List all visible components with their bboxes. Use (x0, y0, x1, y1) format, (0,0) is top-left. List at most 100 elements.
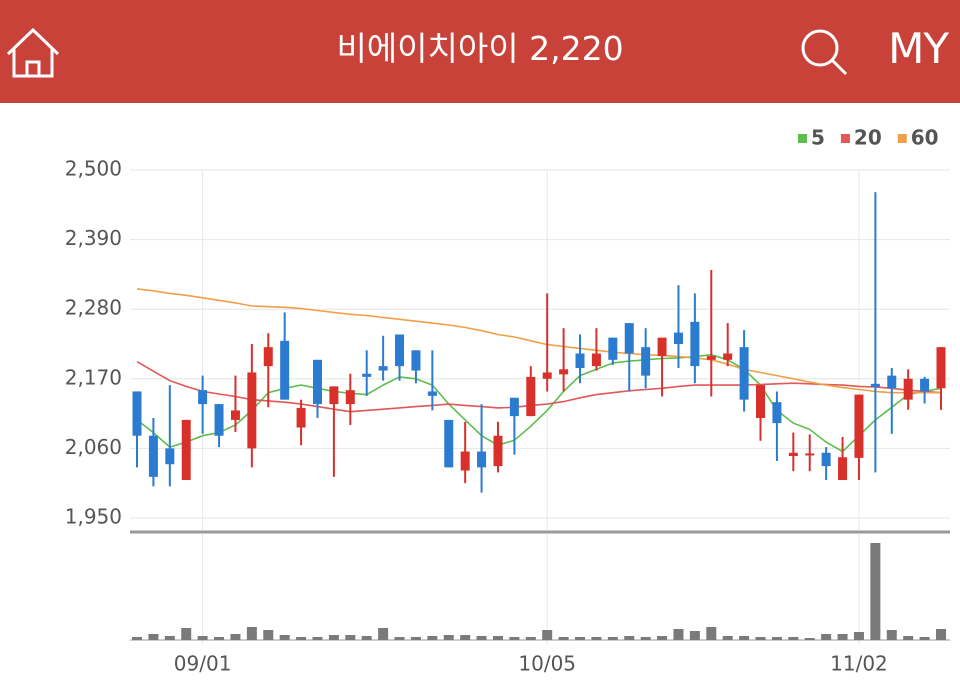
y-tick-label: 2,060 (65, 435, 122, 459)
volume-bar (706, 627, 717, 640)
candle-body (296, 407, 306, 428)
volume-bar (181, 628, 192, 640)
candle-body (181, 419, 191, 481)
volume-bar (919, 637, 930, 640)
volume-bar (739, 636, 750, 640)
volume-bar (394, 637, 405, 640)
candle-body (756, 385, 766, 419)
volume-bar (230, 634, 241, 640)
volume-bar (427, 636, 438, 640)
y-tick-label: 2,390 (65, 226, 122, 250)
candle-body (591, 353, 601, 367)
volume-bar (591, 637, 602, 640)
candle-body (657, 337, 667, 357)
candle-body (641, 347, 651, 376)
volume-bar (903, 636, 914, 640)
ma-line (136, 353, 942, 453)
candle-body (263, 347, 273, 367)
volume-bar (936, 629, 946, 640)
candle-body (214, 404, 224, 436)
my-menu[interactable]: MY (888, 24, 949, 73)
candle-body (460, 451, 470, 471)
volume-bar (492, 636, 503, 640)
home-button[interactable] (2, 18, 72, 88)
candle-body (395, 334, 405, 367)
volume-bar (361, 636, 372, 640)
candle-body (624, 323, 634, 354)
volume-bar (214, 637, 225, 640)
x-tick-label: 09/01 (174, 652, 232, 676)
legend-label: 60 (911, 126, 939, 150)
volume-bar (378, 628, 389, 640)
candle-body (427, 391, 437, 396)
candle-body (493, 435, 503, 467)
search-button[interactable] (796, 24, 856, 84)
volume-bar (886, 630, 897, 640)
volume-bar (788, 637, 799, 640)
candle-body (920, 378, 930, 392)
candle-body (887, 375, 897, 389)
candle-body (936, 347, 946, 389)
candle-body (854, 394, 864, 458)
candle-body (821, 452, 831, 467)
volume-bar (525, 637, 536, 640)
volume-bar (722, 636, 733, 640)
volume-bar (263, 630, 274, 640)
candle-body (870, 383, 880, 388)
candle-body (312, 359, 322, 405)
volume-bar (296, 637, 307, 640)
candle-body (772, 402, 782, 424)
candle-body (805, 453, 815, 456)
volume-bar (410, 637, 421, 640)
candle-body (444, 419, 454, 468)
candle-body (329, 386, 339, 405)
ma-line (136, 361, 942, 413)
candle-body (690, 321, 700, 367)
volume-bar (476, 636, 487, 640)
legend-swatch (798, 134, 807, 143)
x-tick-label: 10/05 (518, 652, 576, 676)
volume-bar (558, 637, 569, 640)
volume-bar (148, 634, 159, 640)
candle-body (378, 366, 388, 371)
volume-bar (246, 627, 257, 640)
volume-bar (132, 637, 142, 640)
volume-bar (345, 635, 356, 640)
volume-bar (197, 636, 208, 640)
candle-body (165, 448, 175, 465)
candle-body (247, 372, 257, 449)
candle-body (132, 391, 142, 436)
volume-bar (673, 629, 684, 640)
candle-body (723, 353, 733, 360)
candle-body (542, 372, 552, 379)
volume-bar (279, 635, 290, 640)
volume-bar (771, 637, 782, 640)
candle-body (148, 435, 158, 477)
candle-body (230, 410, 240, 420)
stock-title: 비에이치아이 2,220 (336, 29, 624, 68)
candle-body (509, 397, 519, 417)
candle-body (559, 369, 569, 375)
candle-body (788, 452, 798, 456)
candle-body (575, 353, 585, 369)
y-tick-label: 2,500 (65, 157, 122, 181)
volume-bar (804, 638, 815, 640)
candle-body (345, 390, 355, 405)
candle-body (706, 356, 716, 360)
legend-swatch (897, 134, 907, 143)
volume-bar (624, 636, 635, 640)
candle-body (362, 373, 372, 377)
app-header: 비에이치아이 2,220 MY (0, 0, 960, 103)
candle-body (903, 378, 913, 400)
y-tick-label: 1,950 (65, 504, 122, 528)
chart: 1,950 2,060 2,170 2,280 2,390 2,500 09/01 10/05… (65, 126, 950, 676)
candle-body (673, 332, 683, 344)
candle-body (198, 390, 208, 405)
legend-label: 5 (811, 126, 825, 150)
volume-bar (821, 634, 832, 640)
volume-bar (870, 543, 881, 640)
candle-body (411, 350, 421, 371)
candle-body (526, 376, 536, 417)
x-tick-label: 11/02 (830, 652, 888, 676)
